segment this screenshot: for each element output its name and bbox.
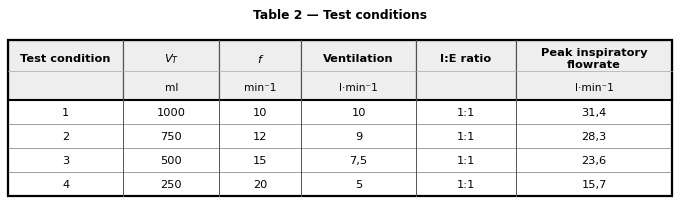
Text: 1:1: 1:1 (457, 179, 475, 189)
Text: 1:1: 1:1 (457, 107, 475, 117)
Text: 1000: 1000 (157, 107, 186, 117)
Text: 750: 750 (160, 131, 182, 141)
Text: 3: 3 (62, 155, 69, 165)
Text: 1:1: 1:1 (457, 155, 475, 165)
Text: 10: 10 (253, 107, 267, 117)
Text: 4: 4 (62, 179, 69, 189)
Text: 5: 5 (355, 179, 362, 189)
Text: 10: 10 (352, 107, 366, 117)
Text: Table 2 — Test conditions: Table 2 — Test conditions (253, 9, 427, 22)
Text: 250: 250 (160, 179, 182, 189)
Text: l·min⁻1: l·min⁻1 (339, 82, 378, 92)
Text: 15: 15 (253, 155, 267, 165)
Text: 2: 2 (62, 131, 69, 141)
Text: 500: 500 (160, 155, 182, 165)
Text: 28,3: 28,3 (581, 131, 607, 141)
Text: Test condition: Test condition (20, 53, 111, 63)
Text: I:E ratio: I:E ratio (441, 53, 492, 63)
Text: l·min⁻1: l·min⁻1 (575, 82, 613, 92)
Text: ml: ml (165, 82, 178, 92)
Text: $V_T$: $V_T$ (164, 52, 179, 65)
Text: Ventilation: Ventilation (323, 53, 394, 63)
Text: 31,4: 31,4 (581, 107, 607, 117)
Text: 12: 12 (253, 131, 267, 141)
Text: 23,6: 23,6 (581, 155, 607, 165)
Text: 15,7: 15,7 (581, 179, 607, 189)
Text: 1:1: 1:1 (457, 131, 475, 141)
Text: min⁻1: min⁻1 (244, 82, 277, 92)
Text: 9: 9 (355, 131, 362, 141)
Text: $f$: $f$ (256, 52, 264, 64)
Text: Peak inspiratory
flowrate: Peak inspiratory flowrate (541, 47, 647, 69)
Text: 7,5: 7,5 (350, 155, 368, 165)
Text: 20: 20 (253, 179, 267, 189)
Text: 1: 1 (62, 107, 69, 117)
